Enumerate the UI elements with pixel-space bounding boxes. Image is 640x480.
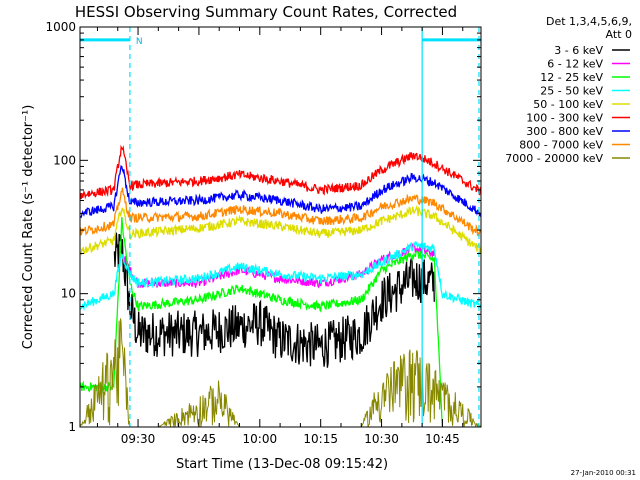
footer-date: 27-Jan-2010 00:31 <box>571 469 636 477</box>
x-axis-label: Start Time (13-Dec-08 09:15:42) <box>176 457 388 472</box>
y-tick-label: 1000 <box>45 20 76 34</box>
marker-layer: N <box>80 27 481 427</box>
series-300-800-kev-line <box>80 164 481 219</box>
chart-title: HESSI Observing Summary Count Rates, Cor… <box>75 3 457 21</box>
x-tick-label: 09:30 <box>121 432 156 446</box>
series-50-100-kev-line <box>80 204 481 256</box>
series-100-300-kev-line <box>80 144 481 200</box>
y-axis-label: Corrected Count Rate (s⁻¹ detector⁻¹) <box>21 105 36 350</box>
legend-label: 100 - 300 keV <box>526 112 603 125</box>
legend-label: 12 - 25 keV <box>540 71 603 84</box>
legend-label: 50 - 100 keV <box>533 98 603 111</box>
series-25-50-kev-line <box>80 241 481 311</box>
x-tick-label: 10:30 <box>364 432 399 446</box>
x-tick-label: 10:00 <box>243 432 278 446</box>
legend-label: 7000 - 20000 keV <box>505 152 603 165</box>
series-12-25-kev-line <box>80 216 444 427</box>
x-tick-label: 09:45 <box>182 432 217 446</box>
legend-label: 3 - 6 keV <box>554 44 603 57</box>
flag-marker-label: N <box>136 37 143 47</box>
legend-label: 6 - 12 keV <box>547 58 603 71</box>
x-tick-label: 10:15 <box>303 432 338 446</box>
axis-layer: 1 10 100 1000 09:30 09:45 10:00 10:15 10:30 10:45 <box>45 20 481 446</box>
legend-header-line-2: Att 0 <box>606 28 632 41</box>
y-tick-label: 10 <box>61 287 76 301</box>
series-7000-20000-kev-line <box>80 318 481 427</box>
x-tick-label: 10:45 <box>425 432 460 446</box>
series-3-6-kev-line <box>113 232 435 368</box>
legend-header-line-1: Det 1,3,4,5,6,9, <box>546 15 632 28</box>
y-tick-label: 100 <box>53 153 76 167</box>
legend-label: 300 - 800 keV <box>526 125 603 138</box>
series-layer <box>80 144 481 427</box>
y-tick-label: 1 <box>68 420 76 434</box>
legend-label: 800 - 7000 keV <box>519 139 603 152</box>
legend-label: 25 - 50 keV <box>540 85 603 98</box>
series-800-7000-kev-line <box>80 187 481 237</box>
